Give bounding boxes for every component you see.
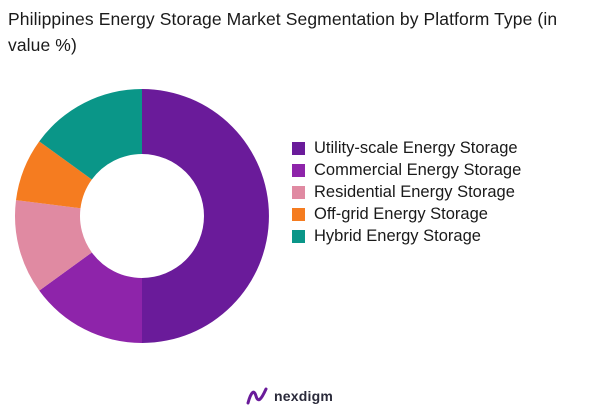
nexdigm-logo-icon xyxy=(246,387,268,405)
legend-item: Commercial Energy Storage xyxy=(292,159,521,181)
legend-item: Utility-scale Energy Storage xyxy=(292,137,521,159)
legend-label: Residential Energy Storage xyxy=(314,183,515,201)
brand-logo: nexdigm xyxy=(246,386,333,406)
donut-slice-off-grid-energy-storage xyxy=(16,141,92,209)
legend-swatch xyxy=(292,207,305,221)
donut-slice-hybrid-energy-storage xyxy=(39,89,143,180)
donut-slice-utility-scale-energy-storage xyxy=(142,89,269,343)
legend-label: Hybrid Energy Storage xyxy=(314,227,481,245)
chart-title: Philippines Energy Storage Market Segmen… xyxy=(8,9,558,55)
legend-item: Residential Energy Storage xyxy=(292,181,521,203)
legend-label: Utility-scale Energy Storage xyxy=(314,139,518,157)
legend-swatch xyxy=(292,163,305,177)
legend-swatch xyxy=(292,185,305,199)
donut-slice-residential-energy-storage xyxy=(15,200,92,291)
legend-swatch xyxy=(292,141,305,155)
legend-swatch xyxy=(292,229,305,243)
donut-slice-commercial-energy-storage xyxy=(39,252,143,343)
legend-item: Off-grid Energy Storage xyxy=(292,203,521,225)
brand-name: nexdigm xyxy=(274,388,333,404)
chart-legend: Utility-scale Energy Storage Commercial E… xyxy=(292,137,521,247)
legend-item: Hybrid Energy Storage xyxy=(292,225,521,247)
legend-label: Off-grid Energy Storage xyxy=(314,205,488,223)
legend-label: Commercial Energy Storage xyxy=(314,161,522,179)
